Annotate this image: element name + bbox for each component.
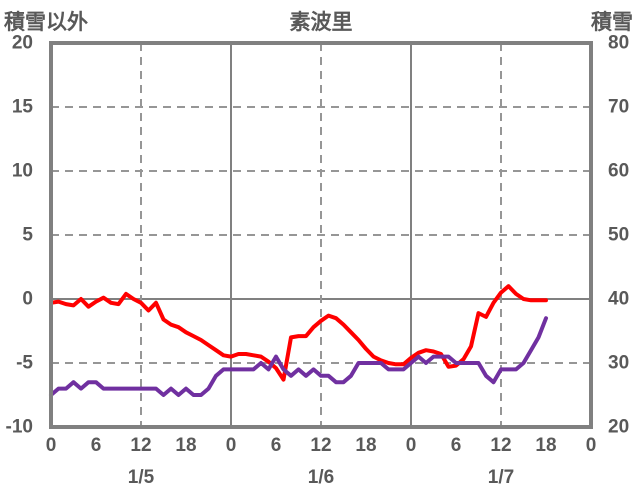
y-right-tick-label: 30 bbox=[608, 352, 630, 374]
y-left-tick-label: -10 bbox=[5, 416, 33, 438]
chart-title: 素波里 bbox=[289, 11, 353, 34]
x-tick-label: 6 bbox=[270, 435, 282, 456]
y-left-tick-label: 20 bbox=[11, 32, 33, 54]
x-tick-label: 0 bbox=[45, 435, 57, 456]
x-tick-label: 12 bbox=[130, 435, 152, 456]
x-tick-label: 18 bbox=[535, 435, 557, 456]
y-right-tick-label: 20 bbox=[608, 416, 630, 438]
left-axis-title: 積雪以外 bbox=[4, 11, 88, 34]
x-tick-label: 18 bbox=[175, 435, 197, 456]
date-label: 1/7 bbox=[487, 467, 515, 488]
x-tick-label: 0 bbox=[585, 435, 597, 456]
y-right-tick-label: 50 bbox=[608, 224, 630, 246]
x-tick-label: 0 bbox=[225, 435, 237, 456]
right-axis-series-line bbox=[49, 316, 548, 397]
right-axis-title: 積雪 bbox=[591, 11, 633, 34]
y-right-tick-label: 80 bbox=[608, 32, 630, 54]
plot-border bbox=[49, 41, 593, 429]
y-left-tick-label: 15 bbox=[11, 96, 33, 118]
date-label: 1/5 bbox=[127, 467, 155, 488]
y-left-tick-label: 0 bbox=[22, 288, 33, 310]
x-tick-label: 6 bbox=[450, 435, 462, 456]
x-tick-label: 12 bbox=[490, 435, 512, 456]
date-label: 1/6 bbox=[307, 467, 335, 488]
x-tick-label: 0 bbox=[405, 435, 417, 456]
x-tick-label: 6 bbox=[90, 435, 102, 456]
y-right-tick-label: 40 bbox=[608, 288, 630, 310]
y-right-tick-label: 60 bbox=[608, 160, 630, 182]
y-left-tick-label: 10 bbox=[11, 160, 33, 182]
left-axis-series-line bbox=[49, 284, 548, 382]
y-left-tick-label: -5 bbox=[16, 352, 33, 374]
x-tick-label: 18 bbox=[355, 435, 377, 456]
y-right-tick-label: 70 bbox=[608, 96, 630, 118]
x-tick-label: 12 bbox=[310, 435, 332, 456]
y-left-tick-label: 5 bbox=[22, 224, 33, 246]
